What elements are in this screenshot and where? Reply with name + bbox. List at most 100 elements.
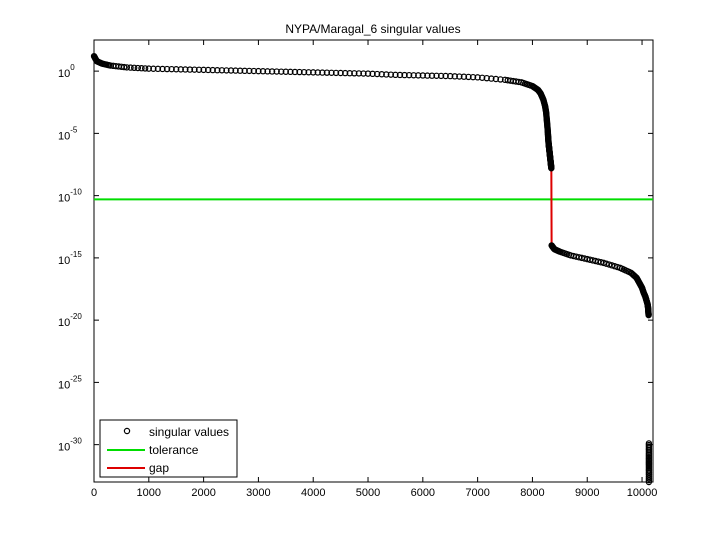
data-point <box>200 66 207 74</box>
x-tick-label: 0 <box>91 487 97 499</box>
data-point <box>645 478 653 486</box>
data-point-fill <box>645 475 653 482</box>
data-point-fill <box>424 72 431 79</box>
data-point-fill <box>236 67 244 74</box>
y-tick-base: 10 <box>58 193 70 205</box>
data-point-fill <box>278 68 285 75</box>
data-point <box>364 70 372 77</box>
data-point-fill <box>287 68 294 76</box>
x-tick-label: 8000 <box>520 487 544 499</box>
data-point-fill <box>195 66 203 73</box>
data-point-fill <box>608 262 616 269</box>
chart-title: NYPA/Maragal_6 singular values <box>285 22 460 36</box>
data-point-fill <box>138 65 145 72</box>
data-point-fill <box>154 65 162 73</box>
data-point-fill <box>488 75 495 82</box>
data-point-fill <box>120 63 128 71</box>
data-point-fill <box>415 72 422 79</box>
data-point-fill <box>378 71 385 78</box>
plot-frame <box>93 39 654 483</box>
x-tick-label: 1000 <box>137 487 161 499</box>
data-point-fill <box>460 73 468 80</box>
data-point-fill <box>141 65 149 72</box>
data-point-fill <box>204 66 212 74</box>
data-point-fill <box>182 66 189 73</box>
data-point-fill <box>383 71 390 78</box>
data-point <box>123 64 131 71</box>
data-point-fill <box>405 71 413 79</box>
y-tick-exponent: -20 <box>70 312 82 321</box>
y-tick-base: 10 <box>58 68 70 80</box>
data-point-fill <box>163 65 171 73</box>
legend-label: tolerance <box>149 443 199 457</box>
data-point-fill <box>396 71 404 79</box>
x-tick-label: 10000 <box>627 487 658 499</box>
data-point-fill <box>264 68 271 75</box>
data-point-fill <box>437 72 445 80</box>
data-point <box>419 72 427 79</box>
data-point-fill <box>273 68 280 75</box>
data-point-fill <box>150 65 157 72</box>
x-tick-label: 6000 <box>411 487 435 499</box>
data-point-fill <box>497 76 504 83</box>
data-point-fill <box>305 69 312 76</box>
y-tick-label: 10-25 <box>58 374 82 391</box>
x-axis: 0 1000 2000 3000 4000 5000 6000 7000 8000 9000 100… <box>91 40 657 499</box>
data-point-fill <box>401 71 408 79</box>
data-point-fill <box>296 68 303 76</box>
data-point-fill <box>483 74 490 82</box>
data-point-fill <box>442 72 449 80</box>
data-point <box>282 68 290 75</box>
y-tick-exponent: 0 <box>70 63 75 72</box>
legend: singular values tolerance gap <box>99 419 238 478</box>
data-point <box>392 71 399 79</box>
data-point-fill <box>319 69 326 76</box>
data-point-fill <box>341 69 349 77</box>
y-tick-label: 100 <box>58 63 75 80</box>
data-point-fill <box>268 68 276 75</box>
data-point-fill <box>645 476 653 484</box>
data-point-fill <box>603 260 610 267</box>
data-point <box>447 72 454 80</box>
data-point-fill <box>218 67 226 74</box>
x-tick-label: 9000 <box>575 487 599 499</box>
y-tick-base: 10 <box>58 317 70 329</box>
data-point-fill <box>332 69 340 77</box>
data-point-fill <box>232 67 239 74</box>
data-point <box>227 67 235 74</box>
data-point <box>337 69 344 77</box>
data-point <box>548 165 555 172</box>
y-tick-label: 10-5 <box>58 125 78 142</box>
data-point-fill <box>451 73 458 80</box>
data-point-fill <box>177 66 184 73</box>
x-tick-label: 5000 <box>356 487 380 499</box>
data-point-fill <box>314 69 321 76</box>
data-point-fill <box>168 65 175 73</box>
y-tick-base: 10 <box>58 255 70 267</box>
legend-label: gap <box>149 461 169 475</box>
legend-label: singular values <box>149 425 229 439</box>
data-point <box>474 74 481 81</box>
y-tick-base: 10 <box>58 130 70 142</box>
data-point-fill <box>191 66 198 73</box>
data-point-fill <box>456 73 463 80</box>
y-tick-base: 10 <box>58 442 70 454</box>
data-point-fill <box>465 73 472 81</box>
data-point-fill <box>605 261 613 268</box>
data-point-fill <box>469 73 477 81</box>
data-point-fill <box>259 68 267 75</box>
plot-area <box>93 39 654 483</box>
data-point-fill <box>127 64 134 71</box>
data-point-fill <box>241 67 248 75</box>
data-point <box>645 311 652 319</box>
y-tick-exponent: -5 <box>70 125 78 134</box>
y-tick-label: 10-10 <box>58 188 82 205</box>
y-tick-label: 10-15 <box>58 250 82 267</box>
data-point-fill <box>130 64 138 72</box>
legend-marker <box>123 427 131 435</box>
data-point-fill <box>428 72 436 79</box>
y-tick-base: 10 <box>58 379 70 391</box>
data-point <box>600 259 607 267</box>
data-point-fill <box>611 262 618 270</box>
